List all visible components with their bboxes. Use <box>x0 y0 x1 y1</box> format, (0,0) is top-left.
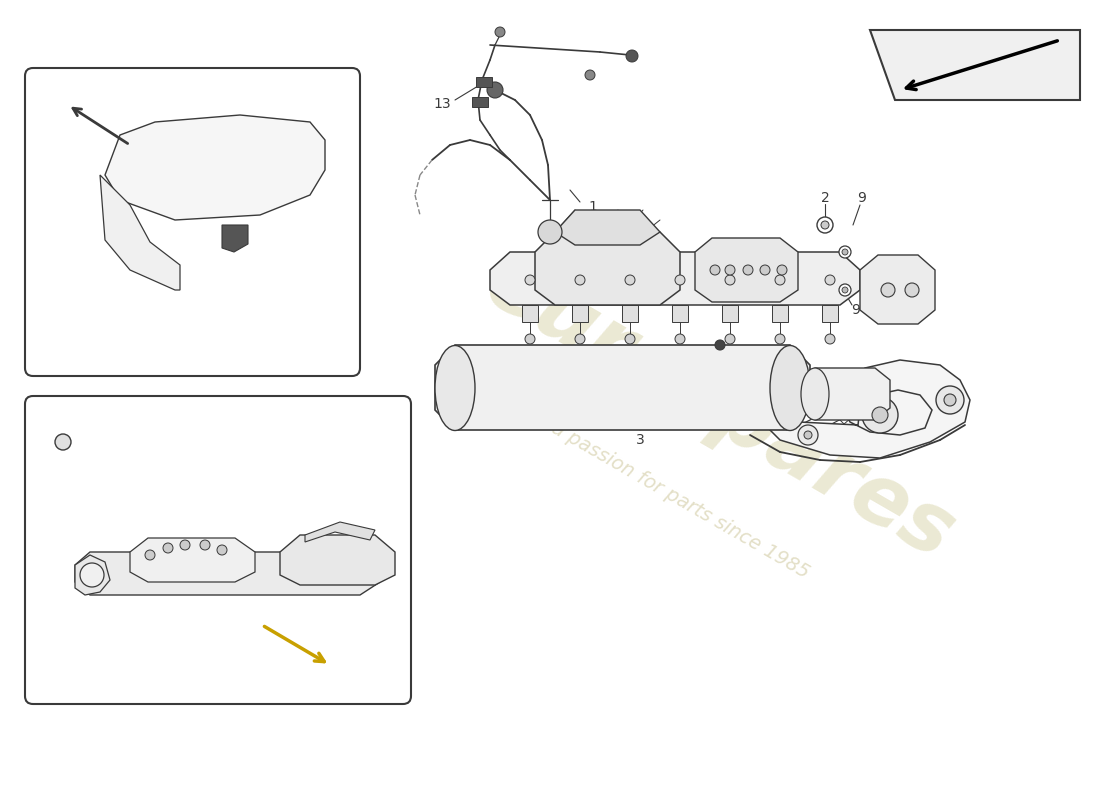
Circle shape <box>163 543 173 553</box>
Polygon shape <box>695 238 798 302</box>
Polygon shape <box>672 305 688 322</box>
Text: 9: 9 <box>851 303 860 317</box>
Circle shape <box>710 265 720 275</box>
Circle shape <box>200 540 210 550</box>
Bar <box>476 77 492 87</box>
Circle shape <box>825 334 835 344</box>
Circle shape <box>715 340 725 350</box>
Circle shape <box>585 70 595 80</box>
Circle shape <box>487 82 503 98</box>
Polygon shape <box>490 252 860 305</box>
Circle shape <box>776 334 785 344</box>
Circle shape <box>625 275 635 285</box>
Circle shape <box>760 265 770 275</box>
Text: 12: 12 <box>286 453 304 467</box>
Polygon shape <box>760 360 970 458</box>
Circle shape <box>725 275 735 285</box>
Text: a passion for parts since 1985: a passion for parts since 1985 <box>548 418 812 582</box>
Circle shape <box>872 407 888 423</box>
Circle shape <box>862 397 898 433</box>
Text: 6: 6 <box>174 438 183 452</box>
Polygon shape <box>800 368 890 420</box>
Circle shape <box>525 334 535 344</box>
Circle shape <box>817 217 833 233</box>
Circle shape <box>725 334 735 344</box>
Polygon shape <box>572 305 588 322</box>
Text: 11: 11 <box>264 285 282 299</box>
Circle shape <box>742 265 754 275</box>
Circle shape <box>776 275 785 285</box>
Circle shape <box>575 275 585 285</box>
Circle shape <box>839 246 851 258</box>
Polygon shape <box>434 345 810 430</box>
Polygon shape <box>822 305 838 322</box>
Polygon shape <box>280 535 395 585</box>
Circle shape <box>80 563 104 587</box>
Circle shape <box>538 220 562 244</box>
Circle shape <box>881 283 895 297</box>
Circle shape <box>626 50 638 62</box>
Circle shape <box>825 275 835 285</box>
Text: 2: 2 <box>821 191 829 205</box>
Text: 1: 1 <box>588 200 597 214</box>
Text: 10: 10 <box>879 300 896 314</box>
Polygon shape <box>104 115 324 220</box>
Circle shape <box>804 431 812 439</box>
Circle shape <box>675 334 685 344</box>
Circle shape <box>821 221 829 229</box>
Circle shape <box>625 334 635 344</box>
FancyBboxPatch shape <box>25 68 360 376</box>
Text: 3: 3 <box>636 433 645 447</box>
Text: 9: 9 <box>858 191 867 205</box>
Polygon shape <box>870 30 1080 100</box>
Circle shape <box>217 545 227 555</box>
Polygon shape <box>522 305 538 322</box>
Circle shape <box>525 275 535 285</box>
Circle shape <box>180 540 190 550</box>
Circle shape <box>675 275 685 285</box>
FancyBboxPatch shape <box>25 396 411 704</box>
Circle shape <box>495 27 505 37</box>
Text: 13: 13 <box>433 97 451 111</box>
Text: eurospares: eurospares <box>472 243 968 577</box>
Polygon shape <box>722 305 738 322</box>
Polygon shape <box>556 210 660 245</box>
Circle shape <box>55 434 72 450</box>
Ellipse shape <box>801 368 829 420</box>
Ellipse shape <box>434 346 475 430</box>
Circle shape <box>798 425 818 445</box>
Polygon shape <box>222 225 248 252</box>
Circle shape <box>842 287 848 293</box>
Circle shape <box>905 283 918 297</box>
Polygon shape <box>621 305 638 322</box>
Bar <box>472 97 488 107</box>
Polygon shape <box>100 175 180 290</box>
Polygon shape <box>130 538 255 582</box>
Circle shape <box>575 334 585 344</box>
Polygon shape <box>535 232 680 305</box>
Circle shape <box>936 386 964 414</box>
Circle shape <box>145 550 155 560</box>
Ellipse shape <box>770 346 810 430</box>
Circle shape <box>839 284 851 296</box>
Polygon shape <box>860 255 935 324</box>
Polygon shape <box>75 552 380 595</box>
Text: 4: 4 <box>522 281 531 295</box>
Circle shape <box>777 265 786 275</box>
Polygon shape <box>772 305 788 322</box>
Text: 8: 8 <box>175 453 184 467</box>
Polygon shape <box>75 555 110 595</box>
Circle shape <box>944 394 956 406</box>
Polygon shape <box>305 522 375 542</box>
Circle shape <box>842 249 848 255</box>
Circle shape <box>725 265 735 275</box>
